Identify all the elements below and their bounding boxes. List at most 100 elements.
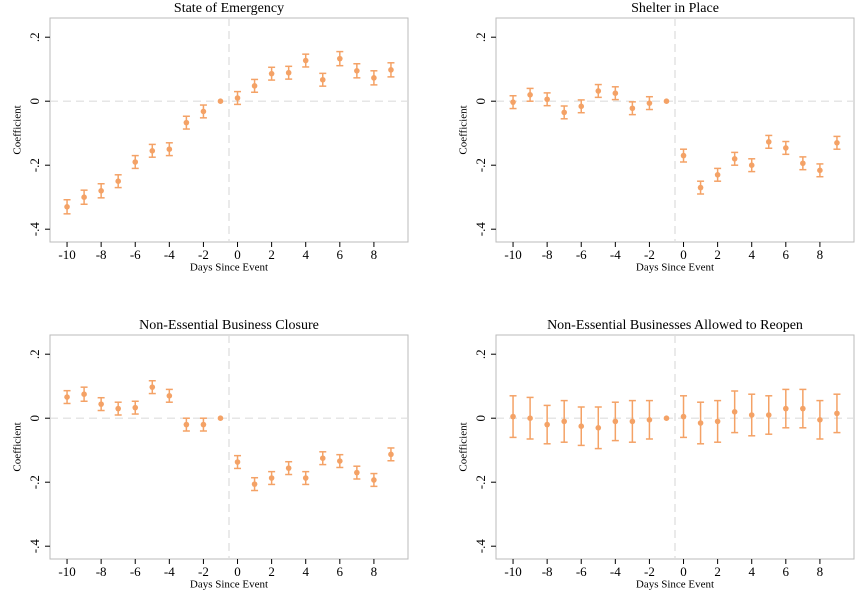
point (510, 99, 516, 105)
point (183, 421, 190, 428)
x-tick-label: 6 (337, 247, 344, 262)
x-tick-label: 0 (234, 564, 241, 579)
x-tick-label: 0 (234, 247, 241, 262)
x-tick-label: 6 (783, 564, 790, 579)
x-tick-label: -4 (610, 247, 621, 262)
x-tick-label: 4 (302, 564, 309, 579)
point (388, 67, 394, 73)
x-tick-label: 4 (302, 247, 309, 262)
point (561, 418, 567, 425)
point (783, 405, 789, 412)
y-tick-label: -.4 (27, 222, 42, 237)
point (561, 109, 567, 116)
x-tick-label: -10 (58, 247, 75, 262)
y-tick-label: 0 (27, 98, 42, 105)
point (371, 477, 377, 483)
point (268, 475, 275, 481)
x-tick-label: -2 (198, 247, 209, 262)
point (337, 55, 343, 62)
point (285, 69, 292, 76)
y-tick-label: .2 (27, 32, 42, 42)
x-tick-label: 4 (748, 564, 755, 579)
point (166, 393, 173, 399)
x-tick-label: -8 (542, 564, 553, 579)
point (646, 100, 653, 106)
x-tick-label: -4 (164, 564, 175, 579)
point (714, 418, 721, 425)
x-tick-label: -4 (164, 247, 175, 262)
point (697, 184, 704, 191)
point (646, 417, 653, 423)
x-tick-label: 6 (337, 564, 344, 579)
point (302, 57, 309, 64)
x-tick-label: 6 (783, 247, 790, 262)
point (731, 156, 738, 162)
y-axis-label: Coefficient (12, 422, 24, 471)
x-tick-label: 2 (714, 247, 721, 262)
point (354, 68, 360, 74)
point (544, 96, 550, 103)
y-tick-label: -.2 (473, 475, 488, 489)
x-tick-label: -10 (504, 247, 521, 262)
x-tick-label: -6 (130, 564, 141, 579)
point (319, 76, 326, 83)
point (388, 451, 394, 458)
point (217, 98, 224, 104)
panel-title: Shelter in Place (631, 1, 719, 16)
x-tick-label: 2 (268, 564, 275, 579)
y-axis-label: Coefficient (458, 422, 470, 471)
x-tick-label: -6 (576, 564, 587, 579)
y-tick-label: -.4 (473, 222, 488, 237)
point (612, 418, 619, 425)
x-tick-label: 4 (748, 247, 755, 262)
point (234, 459, 241, 465)
point (200, 108, 207, 115)
x-tick-label: 2 (268, 247, 275, 262)
point (98, 188, 104, 194)
point (834, 410, 840, 417)
point (319, 455, 326, 462)
y-tick-label: 0 (27, 415, 42, 422)
y-tick-label: -.2 (27, 158, 42, 172)
point (64, 204, 70, 210)
x-tick-label: 0 (680, 247, 687, 262)
y-axis-label: Coefficient (458, 105, 470, 154)
point (748, 162, 755, 168)
point (98, 401, 104, 407)
x-tick-label: -2 (198, 564, 209, 579)
x-tick-label: 8 (371, 247, 378, 262)
point (595, 425, 602, 431)
x-tick-label: -10 (58, 564, 75, 579)
point (629, 105, 636, 112)
point (783, 145, 789, 151)
point (680, 152, 687, 159)
x-tick-label: 8 (371, 564, 378, 579)
point (663, 98, 670, 104)
y-tick-label: -.2 (473, 158, 488, 172)
point (680, 413, 687, 420)
point (166, 146, 173, 152)
point (629, 418, 636, 425)
point (510, 413, 516, 420)
point (132, 404, 139, 411)
y-tick-label: 0 (473, 98, 488, 105)
point (714, 172, 721, 178)
point (544, 421, 550, 428)
point (800, 160, 806, 167)
point (285, 465, 292, 471)
x-tick-label: 2 (714, 564, 721, 579)
x-tick-label: -6 (130, 247, 141, 262)
point (765, 139, 772, 145)
y-tick-label: 0 (473, 415, 488, 422)
point (302, 475, 309, 481)
y-tick-label: .2 (473, 349, 488, 359)
x-axis-label: Days Since Event (190, 579, 268, 591)
point (251, 481, 258, 487)
point (800, 405, 806, 412)
point (527, 92, 533, 98)
point (200, 421, 207, 428)
y-tick-label: -.2 (27, 475, 42, 489)
point (697, 420, 704, 426)
point (371, 75, 377, 81)
